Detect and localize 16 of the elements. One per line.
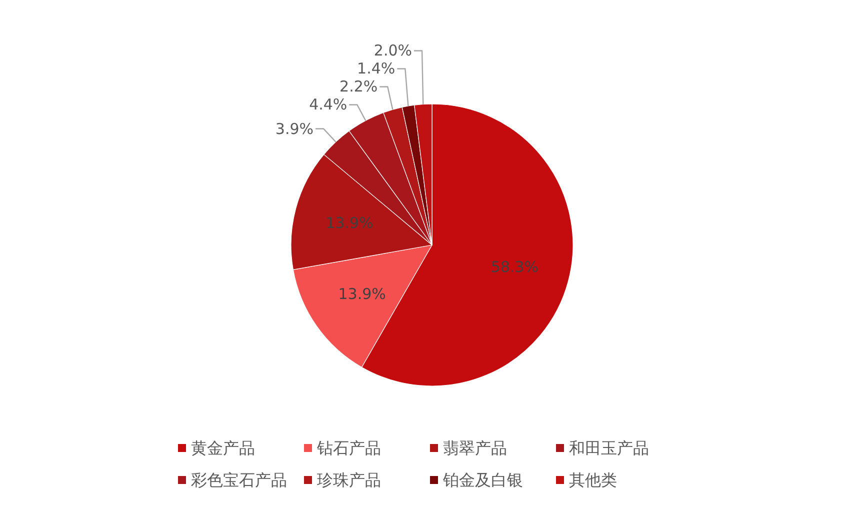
legend-label: 和田玉产品: [569, 438, 649, 458]
legend-label: 珍珠产品: [317, 470, 381, 490]
legend-label: 翡翠产品: [443, 438, 507, 458]
legend-label: 钻石产品: [316, 438, 381, 458]
data-label: 13.9%: [326, 214, 374, 232]
data-label: 3.9%: [275, 120, 314, 138]
data-label: 58.3%: [490, 258, 538, 276]
legend-label: 黄金产品: [191, 438, 255, 458]
data-label: 2.0%: [374, 42, 412, 60]
data-label: 1.4%: [357, 60, 396, 78]
data-label: 13.9%: [338, 285, 386, 304]
data-label: 2.2%: [340, 78, 378, 96]
legend-label: 其他类: [569, 470, 617, 490]
legend-label: 彩色宝石产品: [191, 470, 287, 490]
data-label: 4.4%: [309, 96, 348, 114]
legend-label: 铂金及白银: [442, 470, 523, 490]
